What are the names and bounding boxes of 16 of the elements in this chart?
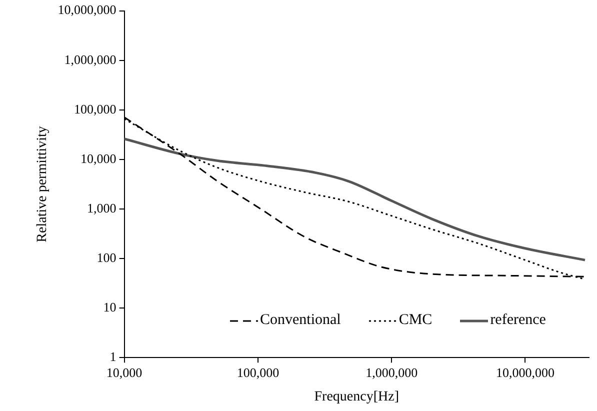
x-axis-title: Frequency[Hz] bbox=[314, 389, 400, 404]
x-tick-label: 10,000,000 bbox=[496, 364, 554, 380]
y-tick-label: 10 bbox=[103, 299, 116, 314]
legend-label: CMC bbox=[398, 312, 432, 329]
x-tick-label: 100,000 bbox=[236, 364, 280, 380]
y-tick-label: 100,000 bbox=[74, 101, 116, 116]
y-tick-label: 1 bbox=[110, 349, 116, 364]
y-tick-label: 1,000 bbox=[87, 200, 116, 216]
y-axis-title: Relative permittivity bbox=[35, 126, 50, 242]
x-tick-label: 1,000,000 bbox=[366, 364, 418, 380]
legend-label: Conventional bbox=[260, 312, 341, 329]
y-tick-label: 100 bbox=[96, 250, 116, 265]
y-tick-label: 1,000,000 bbox=[64, 52, 116, 67]
legend-label: reference bbox=[490, 312, 546, 329]
y-tick-label: 10,000 bbox=[80, 150, 116, 166]
y-tick-label: 10,000,000 bbox=[58, 2, 116, 18]
